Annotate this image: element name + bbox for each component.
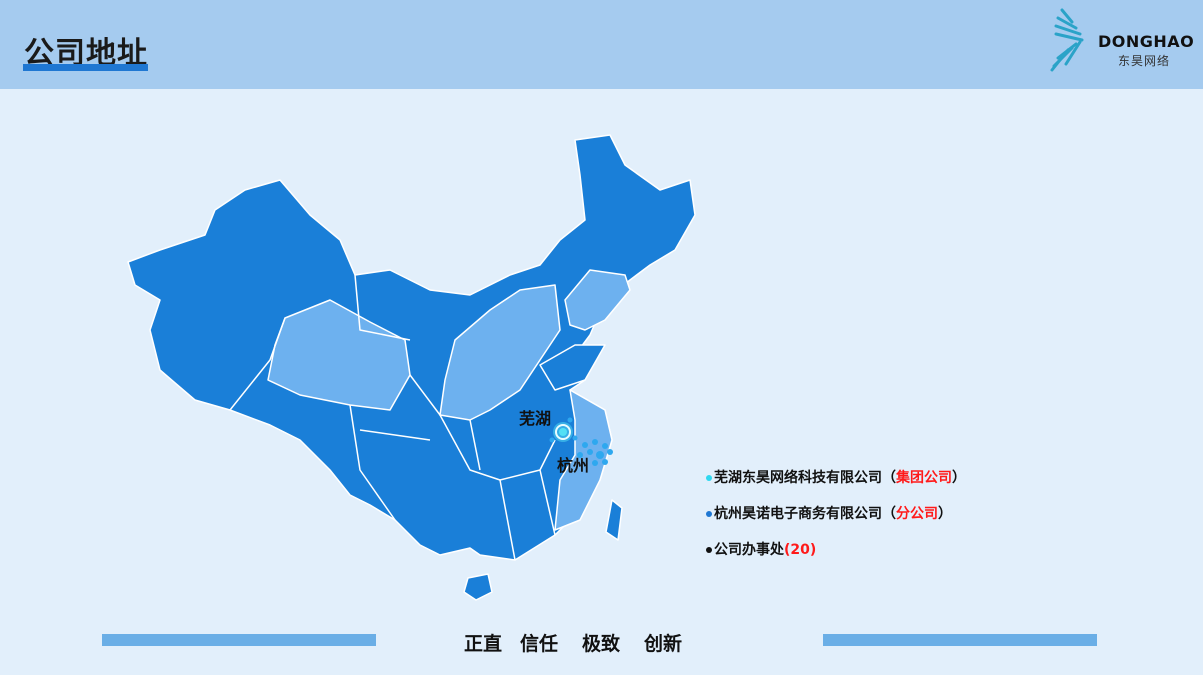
legend-tag: 集团公司: [896, 470, 952, 486]
legend-name: 芜湖东昊网络科技有限公司: [714, 470, 882, 486]
company-logo: DONGHAO 东昊网络: [1046, 6, 1196, 74]
region-qinghai: [267, 299, 411, 411]
footer-bar-right: [823, 634, 1097, 646]
blue-dot-icon: [706, 511, 712, 517]
wuhu-marker: [553, 422, 573, 442]
paren-open: （: [882, 506, 896, 522]
hangzhou-office-dots: [549, 417, 613, 466]
footer-slogan: 正直 信任 极致 创新: [464, 629, 700, 656]
legend-item-hangzhou: 杭州昊诺电子商务有限公司（分公司）: [706, 503, 952, 523]
logo-text-en: DONGHAO: [1098, 32, 1195, 51]
island-taiwan: [605, 499, 623, 541]
paren-close: ）: [938, 506, 952, 522]
title-underline: [23, 64, 148, 71]
legend-name: 杭州昊诺电子商务有限公司: [714, 506, 882, 522]
logo-text-cn: 东昊网络: [1118, 54, 1171, 68]
slogan-word: 创新: [644, 633, 683, 655]
paren-open: （: [882, 470, 896, 486]
paren-open: (: [784, 542, 791, 558]
slogan-word: 正直: [464, 633, 503, 655]
region-liaoning: [564, 269, 631, 331]
black-dot-icon: [706, 547, 712, 553]
paren-close: ）: [952, 470, 966, 486]
slogan-word: 极致: [582, 633, 621, 655]
region-shandong: [539, 344, 606, 391]
city-label-wuhu: 芜湖: [519, 409, 552, 428]
island-hainan: [463, 573, 493, 601]
province-lines: [229, 274, 556, 561]
city-label-hangzhou: 杭州: [557, 456, 590, 475]
legend-item-offices: 公司办事处(20): [706, 539, 816, 559]
legend-name: 公司办事处: [714, 542, 784, 558]
cyan-dot-icon: [706, 475, 712, 481]
header-bar: 公司地址 DONGHAO 东昊网络: [0, 0, 1203, 89]
legend-item-wuhu: 芜湖东昊网络科技有限公司（集团公司）: [706, 467, 966, 487]
wing-logo-icon: [1050, 8, 1084, 72]
legend-count: 20: [790, 542, 810, 558]
region-north-strip: [439, 284, 561, 421]
slogan-word: 信任: [520, 633, 559, 655]
paren-close: ): [809, 542, 817, 558]
footer-bar-left: [102, 634, 376, 646]
legend-tag: 分公司: [896, 506, 938, 522]
china-mainland: [127, 134, 696, 561]
